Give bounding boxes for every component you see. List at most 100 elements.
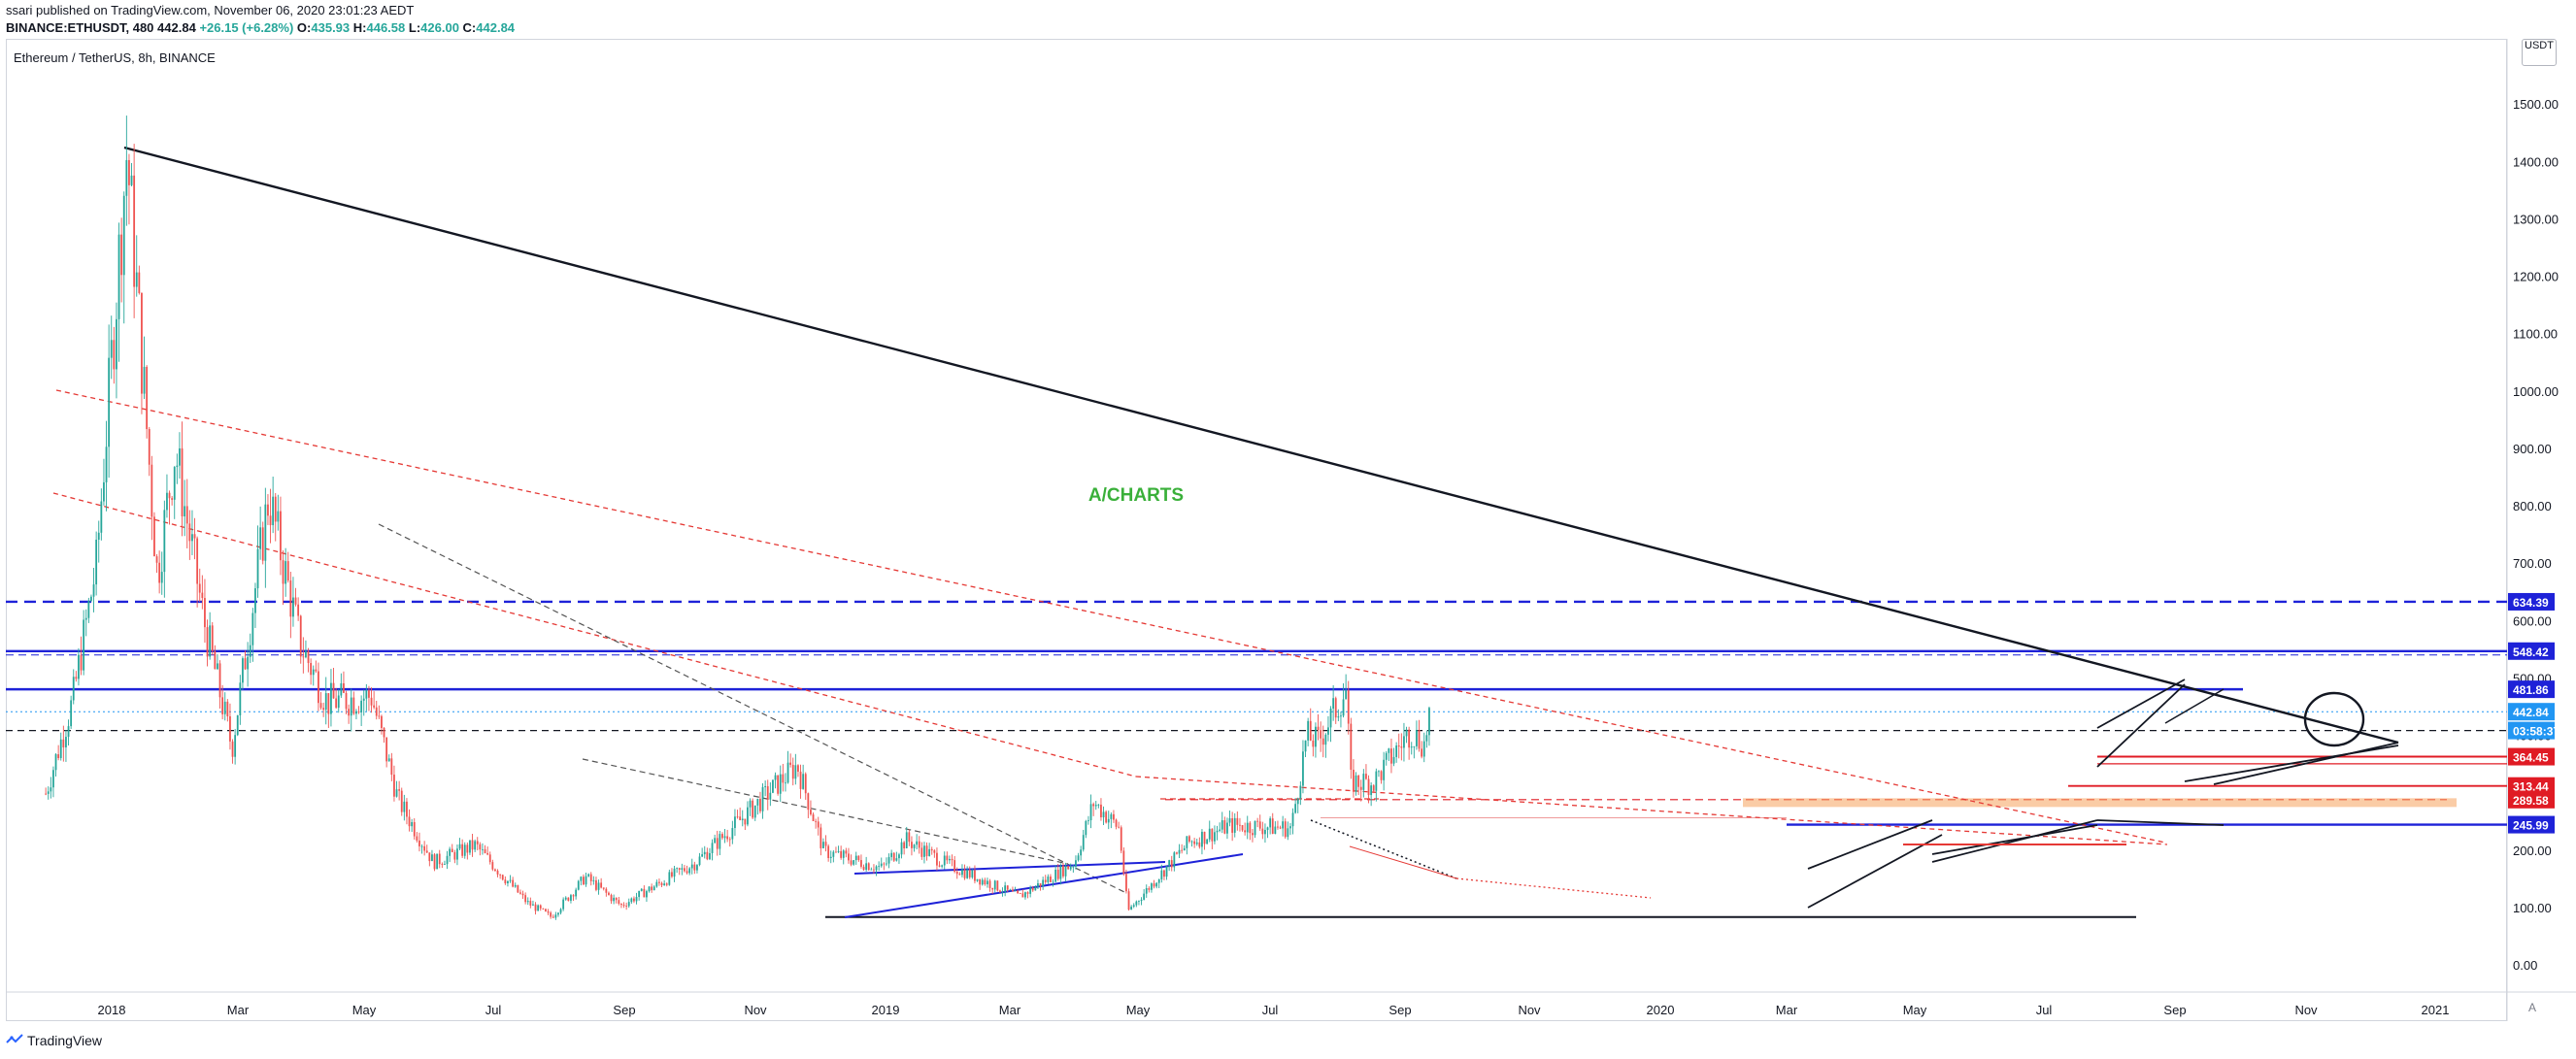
orange-zone [1743,798,2457,808]
candle-body [892,852,895,861]
candle-body [1345,690,1348,700]
candle-body [572,895,575,897]
candle-body [1153,883,1155,887]
candle-body [83,619,85,671]
candle-body [1355,775,1357,792]
auto-scale-button[interactable]: A [2528,1001,2537,1014]
candle-body [542,908,545,910]
candle-body [1327,727,1329,735]
candle-body [163,510,166,573]
candle-body [817,821,820,828]
candle-body [526,901,529,903]
candle-body [961,869,963,876]
candle-body [988,880,991,888]
candle-body [1302,751,1304,786]
candle-body [242,658,244,683]
candle-body [312,669,315,676]
candle-body [294,597,297,605]
candle-body [1219,829,1221,831]
candle-body [1337,716,1340,718]
candle-body [534,904,537,911]
candle-body [1009,889,1012,891]
candle-body [1024,892,1026,898]
x-tick-label: May [1903,1003,1927,1017]
candle-body [580,877,583,881]
candle-body [155,556,158,563]
candle-body [928,848,931,856]
candle-body [651,886,653,891]
ohlc-open-label: O: [296,20,312,35]
candle-body [193,534,196,539]
candle-body [1105,811,1108,823]
candle-body [105,447,108,482]
price-label-bg [2508,680,2555,699]
candle-body [65,737,67,747]
candle-body [446,855,449,865]
candle-body [1198,842,1201,847]
candle-body [135,272,138,287]
candle-body [958,874,961,876]
candle-body [1422,741,1425,757]
candle-body [441,864,444,865]
candle-body [799,771,802,789]
candle-body [1350,723,1353,770]
candle-body [259,527,262,549]
candle-body [610,894,613,902]
candle-body [517,884,519,893]
candle-body [507,880,509,883]
candle-body [550,912,552,917]
candle-body [319,703,322,709]
candle-body [532,904,534,906]
y-tick-label: 1000.00 [2513,384,2559,399]
candle-body [1264,829,1266,835]
candle-body [981,879,984,885]
candle-body [188,523,191,542]
ohlc-low-value: 426.00 [420,20,459,35]
candle-body [67,726,70,738]
candle-body [1195,842,1198,844]
candle-body [209,625,212,657]
candle-body [1050,877,1052,882]
candle-body [297,604,300,616]
candle-body [562,899,565,910]
candle-body [1413,745,1416,747]
candle-body [302,656,305,658]
candle-body [1107,818,1110,823]
currency-button[interactable]: USDT [2522,39,2557,66]
candle-body [941,865,944,867]
candle-body [587,874,590,877]
candle-body [1181,849,1184,851]
candle-body [387,758,390,762]
candle-body [1094,805,1097,807]
candle-body [148,429,151,465]
candle-body [406,801,408,817]
candle-body [1148,888,1151,890]
candle-body [652,886,655,891]
candle-body [87,601,90,618]
candle-body [786,762,789,783]
candle-body [1400,746,1403,748]
candle-body [703,851,706,855]
candle-body [782,774,785,783]
candle-body [749,800,752,808]
candle-body [1082,835,1085,850]
candle-body [1365,774,1367,779]
candle-body [545,909,547,911]
candle-body [214,650,217,670]
candle-body [832,851,835,857]
candle-body [181,447,184,516]
candle-body [693,864,696,871]
price-label-text: 548.42 [2513,645,2549,659]
candle-body [350,697,352,716]
price-label-bg [2508,703,2555,721]
candle-body [953,860,956,872]
major-downtrend-line [123,146,2399,745]
candle-body [461,844,464,856]
candle-body [976,878,979,881]
candle-body [282,560,284,584]
x-tick-label: Sep [1388,1003,1411,1017]
black-rising-line [1931,819,2098,863]
candle-body [217,663,218,670]
candle-body [564,897,567,900]
